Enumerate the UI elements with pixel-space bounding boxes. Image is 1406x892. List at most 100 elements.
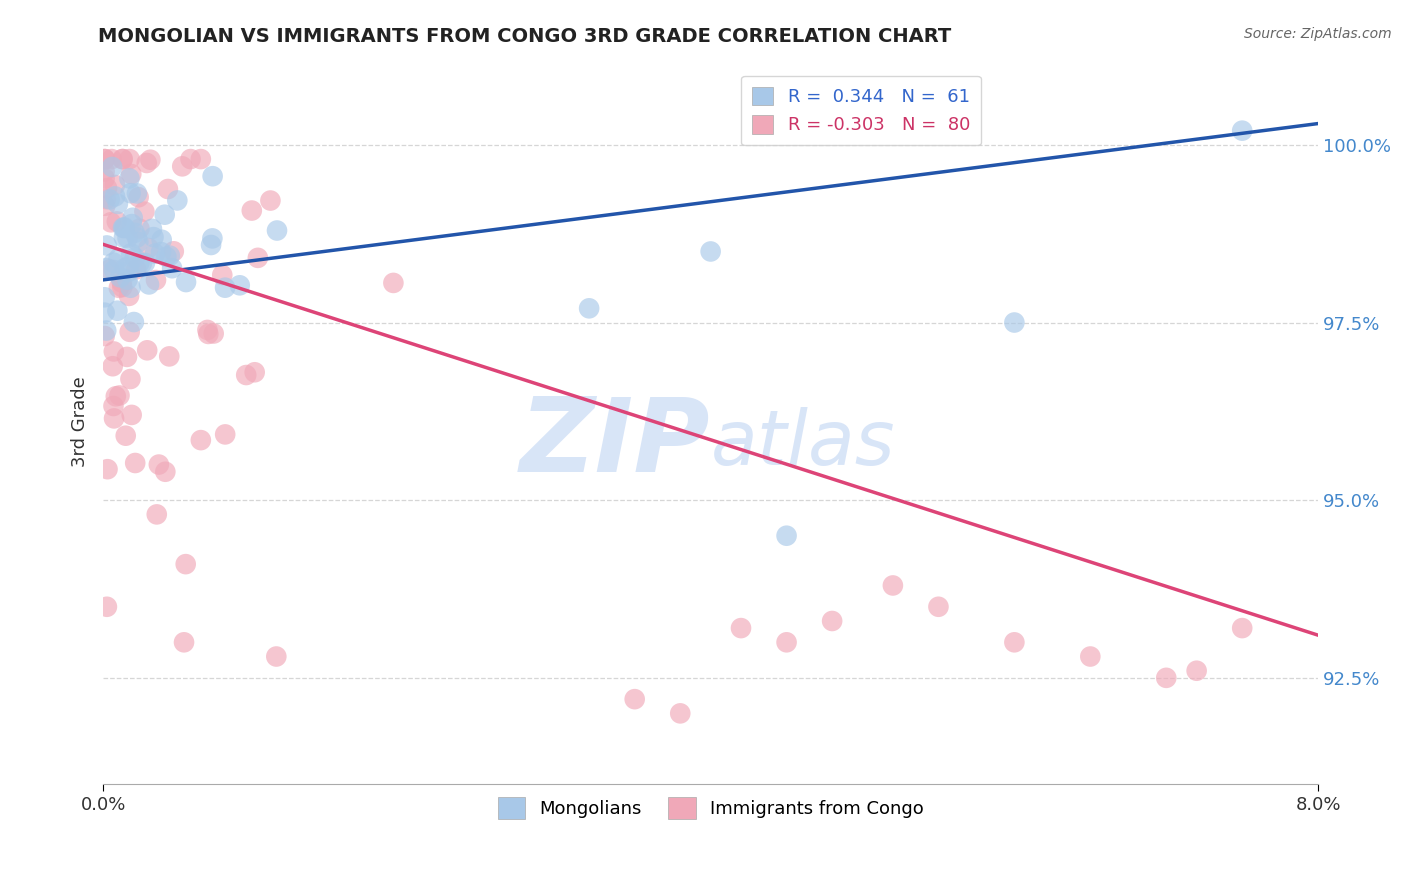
Point [229, 278, 252, 293]
Point [114, 261, 136, 276]
Point [927, 599, 949, 614]
Point [104, 189, 127, 203]
Point [120, 246, 142, 260]
Point [103, 263, 125, 277]
Point [111, 276, 134, 290]
Point [174, 275, 197, 289]
Point [98, 193, 121, 207]
Point [1185, 664, 1208, 678]
Point [775, 529, 797, 543]
Point [200, 238, 222, 252]
Point [125, 230, 148, 244]
Point [156, 182, 179, 196]
Point [135, 156, 157, 170]
Point [155, 465, 177, 479]
Point [1078, 649, 1101, 664]
Point [93, 290, 115, 304]
Point [121, 408, 143, 422]
Point [153, 208, 176, 222]
Text: ZIP: ZIP [520, 393, 710, 494]
Point [112, 230, 135, 244]
Point [122, 315, 145, 329]
Point [202, 326, 225, 341]
Point [211, 268, 233, 282]
Point [120, 167, 142, 181]
Point [120, 372, 142, 386]
Point [214, 281, 236, 295]
Point [139, 153, 162, 167]
Text: atlas: atlas [710, 407, 896, 481]
Point [174, 557, 197, 571]
Point [882, 578, 904, 592]
Point [201, 231, 224, 245]
Point [105, 303, 128, 318]
Point [111, 152, 134, 166]
Point [155, 250, 177, 264]
Point [699, 244, 721, 259]
Point [118, 325, 141, 339]
Point [143, 246, 166, 260]
Point [107, 197, 129, 211]
Point [240, 203, 263, 218]
Point [138, 241, 160, 255]
Point [382, 276, 405, 290]
Point [136, 343, 159, 358]
Point [101, 160, 124, 174]
Point [112, 221, 135, 235]
Point [94, 192, 117, 206]
Point [94, 152, 117, 166]
Point [117, 260, 139, 274]
Point [134, 256, 156, 270]
Point [117, 273, 139, 287]
Point [148, 458, 170, 472]
Point [96, 261, 118, 276]
Point [93, 306, 115, 320]
Point [1230, 621, 1253, 635]
Point [180, 152, 202, 166]
Point [120, 281, 142, 295]
Point [111, 280, 134, 294]
Point [190, 152, 212, 166]
Point [128, 190, 150, 204]
Point [159, 249, 181, 263]
Point [103, 255, 125, 269]
Point [821, 614, 844, 628]
Point [669, 706, 692, 721]
Point [775, 635, 797, 649]
Text: MONGOLIAN VS IMMIGRANTS FROM CONGO 3RD GRADE CORRELATION CHART: MONGOLIAN VS IMMIGRANTS FROM CONGO 3RD G… [98, 27, 952, 45]
Point [125, 186, 148, 201]
Point [150, 245, 173, 260]
Point [160, 261, 183, 276]
Point [1002, 635, 1025, 649]
Point [93, 171, 115, 186]
Point [730, 621, 752, 635]
Point [145, 273, 167, 287]
Point [266, 649, 288, 664]
Point [166, 194, 188, 208]
Point [197, 323, 219, 337]
Point [134, 204, 156, 219]
Point [117, 265, 139, 279]
Point [93, 152, 115, 166]
Point [114, 428, 136, 442]
Point [259, 194, 281, 208]
Point [131, 256, 153, 270]
Point [201, 169, 224, 184]
Point [93, 164, 115, 178]
Point [141, 222, 163, 236]
Point [108, 281, 131, 295]
Point [96, 181, 118, 195]
Point [1002, 316, 1025, 330]
Point [243, 365, 266, 379]
Point [214, 427, 236, 442]
Point [115, 350, 138, 364]
Point [103, 344, 125, 359]
Point [103, 399, 125, 413]
Point [173, 635, 195, 649]
Point [96, 462, 118, 476]
Point [103, 411, 125, 425]
Point [197, 326, 219, 341]
Point [124, 251, 146, 265]
Point [235, 368, 257, 382]
Point [100, 152, 122, 166]
